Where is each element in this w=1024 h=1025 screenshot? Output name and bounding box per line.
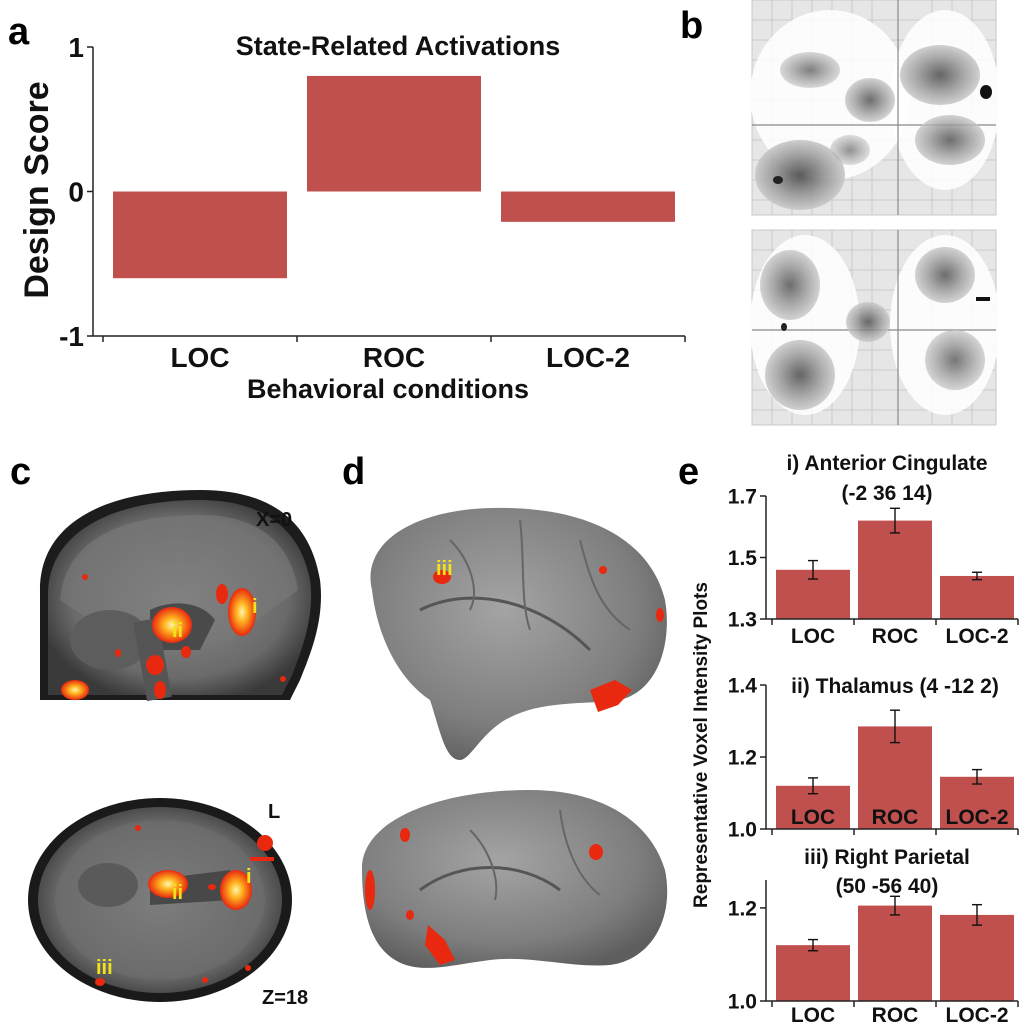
bar-roc [858,905,932,1001]
chart-e-anterior-cingulate: LOC ROC LOC-2 1.3 1.5 1.7 i) Anterior Cingulat… [728,452,1019,648]
bar-roc [858,520,932,619]
roi-label-i-sagittal: i [252,596,258,618]
bar-loc-2 [940,776,1014,829]
y-tick-label: -1 [59,321,84,352]
roi-label-i-axial: i [246,866,252,888]
chart-a-design-score: LOC ROC LOC-2 -1 0 1 State-Related Activations… [18,31,686,404]
bar-loc [776,945,850,1001]
y-tick-label: 1.3 [728,609,757,632]
category-label: ROC [872,806,919,829]
bar-loc [113,191,287,279]
y-tick-label: 1.2 [728,897,757,920]
category-label: LOC [791,806,835,829]
category-label: ROC [363,342,425,373]
panel-letter-e: e [678,451,699,493]
roi-label-iii-axial: iii [96,957,113,979]
chart-subtitle: (-2 36 14) [841,482,932,505]
bar-loc-2 [940,914,1014,1001]
chart-e-thalamus: LOC ROC LOC-2 1.0 1.2 1.4 ii) Thalamus (4 -12 … [728,675,1019,842]
category-label: LOC [791,1004,835,1025]
category-label: LOC-2 [946,1004,1009,1025]
panel-e-ylabel: Representative Voxel Intensity Plots [691,582,712,908]
mri-axial-slice [28,798,292,1002]
glass-brain-panel [750,0,1000,426]
y-tick-label: 1.2 [728,747,757,770]
category-label: LOC-2 [946,806,1009,829]
mri-sagittal-slice [40,490,321,702]
cortical-surface-lateral [370,507,667,760]
sagittal-coordinate-label: X=0 [256,509,292,531]
category-label: LOC [170,342,229,373]
y-tick-label: 1.0 [728,819,757,842]
category-label: LOC-2 [946,625,1009,648]
bar-loc-2 [501,191,675,222]
panel-letter-a: a [8,11,30,53]
glass-brain-bottom [750,229,1000,426]
panel-letter-c: c [10,451,31,493]
category-label: LOC [791,625,835,648]
chart-e-right-parietal: LOC ROC LOC-2 1.0 1.2 iii) Right Parietal (50 … [728,846,1019,1025]
y-tick-label: 1.5 [728,547,758,570]
bar-roc [858,726,932,829]
y-tick-label: 0 [68,177,84,208]
y-tick-label: 1.7 [728,486,757,509]
category-label: LOC-2 [546,342,630,373]
roi-label-ii-axial: ii [172,882,183,904]
x-axis-label: Behavioral conditions [247,374,529,404]
chart-subtitle: (50 -56 40) [836,875,939,898]
category-label: ROC [872,625,919,648]
glass-brain-top [750,0,1000,216]
chart-title: ii) Thalamus (4 -12 2) [791,675,999,698]
panel-letter-b: b [680,5,703,47]
chart-title: iii) Right Parietal [804,846,970,869]
category-label: ROC [872,1004,919,1025]
roi-label-iii-surface: iii [436,558,453,580]
chart-title: State-Related Activations [236,31,561,61]
roi-label-ii-sagittal: ii [172,620,183,642]
axial-coordinate-label: Z=18 [262,987,308,1009]
bar-loc-2 [940,575,1014,619]
y-tick-label: 1.0 [728,991,757,1014]
cortical-surface-medial [361,790,668,968]
panel-letter-d: d [342,451,365,493]
chart-title: i) Anterior Cingulate [786,452,987,475]
y-tick-label: 1.4 [728,675,758,698]
bar-roc [307,75,481,192]
y-tick-label: 1 [68,32,84,63]
side-label: L [268,801,280,823]
y-axis-label: Design Score [18,81,56,298]
